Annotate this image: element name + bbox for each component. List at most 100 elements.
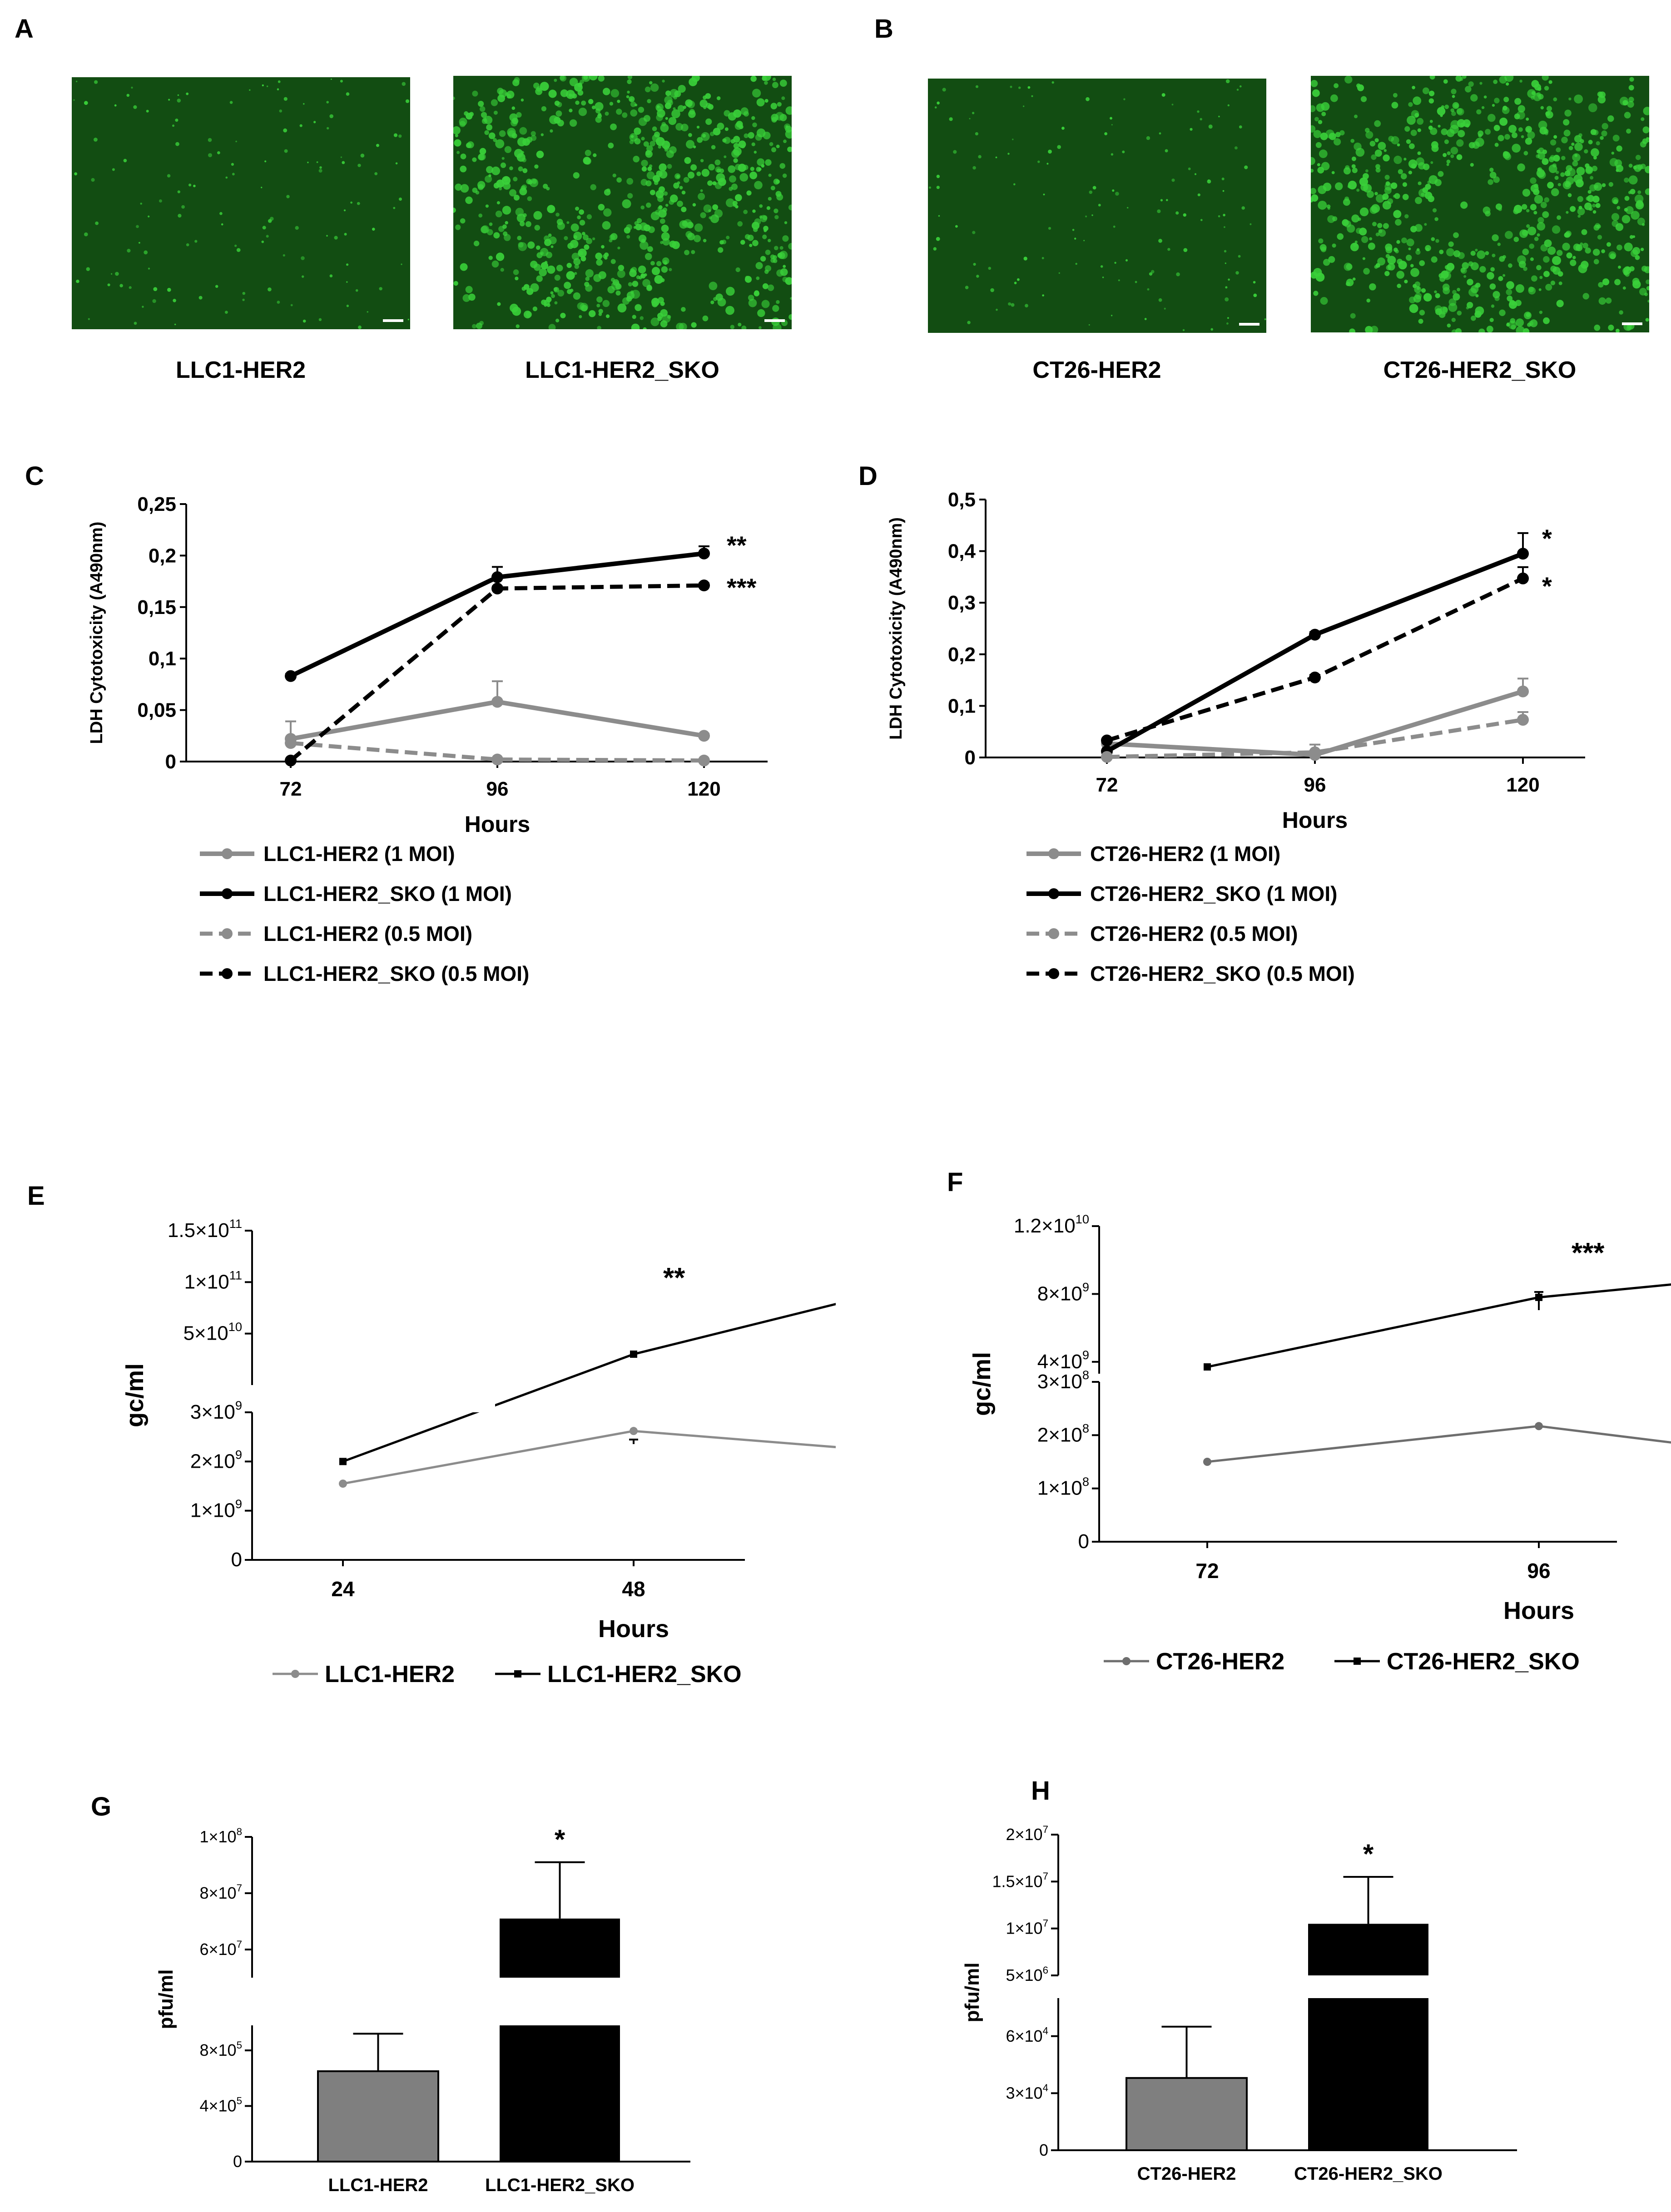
cell-spot [1359, 228, 1367, 236]
cell-spot [167, 174, 171, 178]
cell-spot [84, 232, 88, 237]
cell-spot [277, 88, 279, 90]
cell-spot [1489, 168, 1494, 172]
cell-spot [1404, 126, 1410, 132]
cell-spot [1516, 318, 1524, 327]
chart-f-gc-ct26: 01×1082×1083×1084×1098×1091.2×1010729612… [968, 1212, 1671, 1675]
cell-spot [1354, 240, 1358, 243]
cell-spot [746, 190, 752, 196]
cell-spot [649, 81, 653, 84]
cell-spot [1595, 203, 1601, 208]
cell-spot [1352, 168, 1358, 173]
cell-spot [967, 321, 971, 324]
cell-spot [1495, 203, 1502, 210]
cell-spot [673, 183, 679, 189]
cell-spot [539, 268, 547, 277]
cell-spot [654, 275, 663, 284]
cell-spot [784, 221, 788, 224]
cell-spot [1616, 165, 1619, 168]
cell-spot [401, 263, 402, 265]
cell-spot [1311, 168, 1314, 173]
cell-spot [1607, 115, 1614, 122]
cell-spot [301, 256, 305, 260]
cell-spot [1448, 303, 1458, 312]
cell-spot [1135, 281, 1137, 283]
cell-spot [1592, 165, 1598, 172]
cell-spot [643, 141, 649, 147]
data-point [491, 582, 503, 594]
cell-spot [718, 178, 726, 186]
cell-spot [1526, 209, 1530, 213]
cell-spot [1631, 249, 1638, 257]
cell-spot [1127, 207, 1129, 209]
cell-spot [679, 322, 687, 329]
cell-spot [1518, 261, 1526, 268]
cell-spot [1451, 111, 1456, 116]
cell-spot [1112, 189, 1115, 192]
cell-spot [764, 99, 769, 103]
cell-spot [716, 96, 721, 100]
cell-spot [1536, 92, 1541, 97]
cell-spot [1150, 270, 1155, 274]
cell-spot [1563, 129, 1571, 137]
cell-spot [1602, 278, 1610, 286]
cell-spot [290, 304, 293, 307]
cell-spot [1533, 211, 1537, 215]
cell-spot [453, 208, 456, 213]
cell-spot [1365, 128, 1370, 133]
cell-spot [232, 173, 235, 176]
significance-marker: * [555, 1824, 565, 1855]
cell-spot [1504, 134, 1510, 140]
cell-spot [242, 292, 246, 295]
cell-spot [737, 221, 743, 227]
cell-spot [575, 100, 580, 105]
cell-spot [1086, 97, 1090, 101]
cell-spot [1452, 290, 1457, 295]
y-tick-label: 1.2×1010 [1014, 1212, 1089, 1237]
y-tick-label: 5×106 [1006, 1965, 1048, 1984]
cell-spot [1561, 156, 1566, 160]
cell-spot [756, 98, 765, 107]
cell-spot [610, 89, 620, 98]
cell-spot [1048, 149, 1052, 154]
cell-spot [638, 107, 645, 113]
cell-spot [540, 82, 549, 91]
cell-spot [1544, 86, 1549, 91]
cell-spot [1614, 279, 1621, 286]
data-point [1517, 714, 1529, 726]
cell-spot [617, 270, 625, 278]
y-axis-title: LDH Cytotoxicity (A490nm) [87, 522, 106, 744]
cell-spot [770, 103, 777, 109]
cell-spot [589, 310, 596, 317]
y-tick-label: 1.5×107 [992, 1871, 1048, 1890]
cell-spot [771, 117, 777, 123]
cell-spot [501, 157, 505, 160]
cell-spot [588, 99, 594, 104]
cell-spot [357, 163, 361, 167]
cell-spot [601, 245, 605, 249]
cell-spot [1348, 180, 1357, 190]
cell-spot [699, 99, 708, 108]
legend-label: CT26-HER2_SKO (1 MOI) [1090, 882, 1337, 906]
cell-spot [1628, 163, 1633, 168]
x-tick-label: 24 [331, 1577, 355, 1601]
cell-spot [1593, 259, 1599, 265]
cell-spot [765, 265, 771, 272]
x-axis-title: Hours [465, 812, 530, 837]
cell-spot [1435, 239, 1439, 243]
cell-spot [219, 212, 223, 215]
cell-spot [225, 176, 228, 179]
cell-spot [454, 139, 461, 147]
cell-spot [1493, 124, 1500, 131]
cell-spot [573, 235, 578, 239]
cell-spot [173, 299, 176, 302]
cell-spot [1645, 166, 1649, 173]
cell-spot [555, 318, 560, 323]
cell-spot [627, 193, 633, 199]
x-tick-label: 72 [280, 778, 302, 800]
cell-spot [1183, 248, 1188, 252]
cell-spot [1200, 118, 1202, 121]
data-point [1309, 671, 1321, 683]
cell-spot [965, 286, 969, 289]
cell-spot [630, 135, 634, 138]
